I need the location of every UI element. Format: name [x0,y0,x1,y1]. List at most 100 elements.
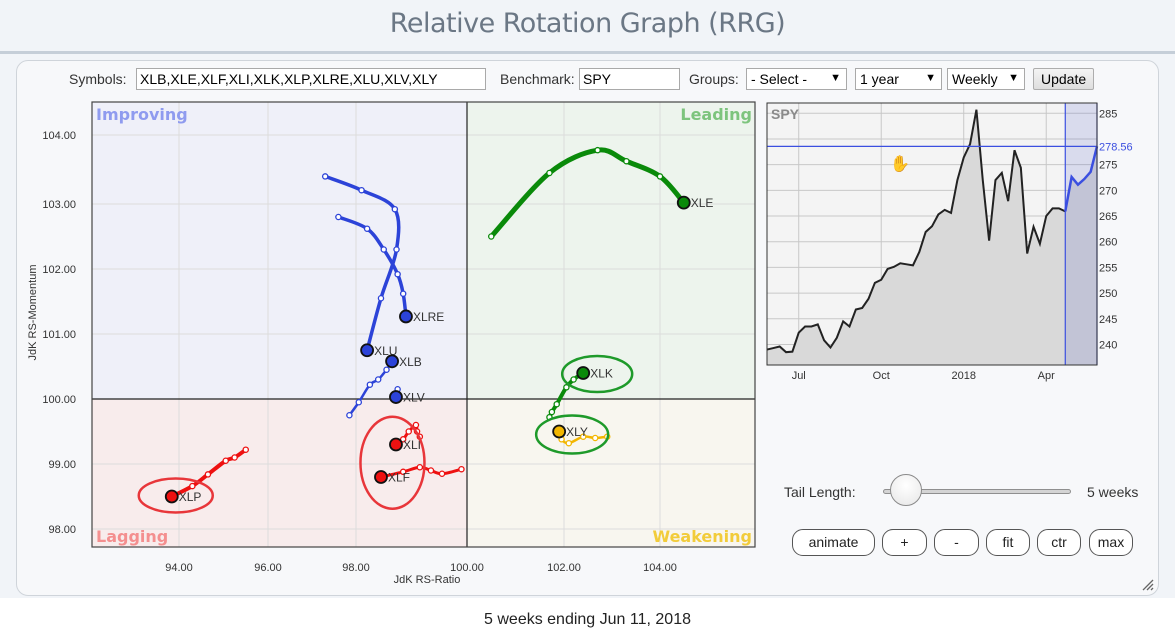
spy-tail-window [1065,103,1097,365]
symbols-input[interactable] [136,68,486,90]
tail-point [563,384,570,391]
head-point [389,390,403,404]
spy-x-tick-label: Oct [873,370,890,382]
tail-point [222,457,229,464]
head-point [164,489,179,504]
x-tick-label: 98.00 [342,562,370,574]
spy-last-value-label: 278.56 [1099,141,1133,153]
spy-x-tick-label: 2018 [951,370,975,382]
x-tick-label: 100.00 [450,562,484,574]
series-label: XLE [691,196,714,210]
y-tick-label: 98.00 [48,524,76,536]
tail-point [579,433,587,440]
head-point [552,424,567,439]
groups-select[interactable]: - Select - ▼ [746,68,847,90]
y-tick-label: 104.00 [42,130,76,142]
series-xlf: XLF [374,463,465,485]
resize-grip-icon[interactable] [1140,577,1154,591]
tail-point [565,439,573,447]
tail-point [594,146,601,154]
tail-point [321,173,329,180]
center-button[interactable]: ctr [1037,529,1081,556]
zoom-out-button[interactable]: - [934,529,979,556]
quadrant-lagging [92,399,467,547]
page-title: Relative Rotation Graph (RRG) [389,8,786,39]
tail-length-slider-thumb[interactable] [890,474,923,506]
tail-point [416,463,424,471]
animate-button[interactable]: animate [792,529,875,556]
tail-point [380,246,387,253]
series-xle: XLE [487,146,714,240]
y-axis-label: JdK RS-Momentum [27,265,39,361]
rrg-chart[interactable]: 94.00 96.00 98.00 100.00 102.00 104.00 104.00 1… [17,61,777,597]
tail-point [438,470,446,477]
tail-point [377,294,385,302]
tail-point [394,270,401,278]
tail-line [323,174,401,352]
tail-point [487,233,495,240]
tail-point [189,482,196,490]
spy-y-tick-label: 265 [1099,211,1117,223]
spy-price-line [766,109,1066,354]
series-label: XLV [403,391,425,405]
tail-length-slider-track[interactable] [883,489,1071,494]
hand-cursor-icon: ✋ [890,154,910,173]
title-bar: Relative Rotation Graph (RRG) [0,0,1175,54]
spy-y-tick-label: 275 [1099,160,1117,172]
max-button[interactable]: max [1089,529,1133,556]
update-button[interactable]: Update [1033,68,1095,90]
y-tick-label: 100.00 [42,394,76,406]
x-axis-label: JdK RS-Ratio [394,574,461,586]
chevron-down-icon: ▼ [1008,72,1019,84]
benchmark-input[interactable] [579,68,680,90]
frequency-select-value: Weekly [952,71,998,87]
tail-point [399,468,407,476]
series-xlp: XLP [164,446,249,504]
series-xly: XLY [552,424,611,447]
tail-point [570,376,577,383]
head-point [676,195,691,210]
spy-y-tick-label: 255 [1099,262,1117,274]
tail-point [458,465,465,473]
tail-point [399,290,407,297]
quadrant-label-lagging: Lagging [96,527,168,546]
series-label: XLK [590,367,613,381]
quadrant-leading [467,102,755,399]
zoom-in-button[interactable]: + [882,529,927,556]
quadrant-improving [92,102,467,399]
toolbar: Symbols: Benchmark: Groups: - Select - ▼… [17,65,1160,91]
tail-point [374,376,382,383]
x-tick-label: 94.00 [165,562,193,574]
spy-plot-background [767,103,1097,365]
footer-caption: 5 weeks ending Jun 11, 2018 [484,611,691,628]
quadrant-label-leading: Leading [680,105,752,124]
tail-point [231,454,238,461]
tail-point [623,157,630,165]
series-label: XLRE [413,310,444,324]
tail-length-value: 5 weeks [1087,484,1139,500]
series-label: XLP [179,490,202,504]
tail-point [383,366,390,373]
tail-point [355,398,363,406]
spy-y-tick-label: 250 [1099,288,1117,300]
period-select[interactable]: 1 year ▼ [855,68,942,90]
tail-point [656,173,664,180]
spy-x-tick-label: Apr [1038,370,1055,382]
head-point [576,366,591,380]
frequency-select[interactable]: Weekly ▼ [947,68,1025,90]
tail-point [412,421,420,429]
series-xlv: XLV [389,385,425,405]
y-tick-label: 103.00 [42,199,76,211]
x-tick-label: 104.00 [643,562,677,574]
head-point [374,470,388,484]
y-tick-label: 101.00 [42,329,76,341]
highlight-ellipse-xli-xlf [359,415,426,510]
highlight-ellipse-xly [534,414,610,455]
tail-length-label: Tail Length: [784,484,856,500]
tail-point [393,246,400,253]
series-label: XLY [566,425,588,439]
spy-y-tick-label: 270 [1099,185,1117,197]
spy-y-tick-label: 240 [1099,339,1117,351]
head-point [360,343,375,358]
fit-button[interactable]: fit [986,529,1030,556]
